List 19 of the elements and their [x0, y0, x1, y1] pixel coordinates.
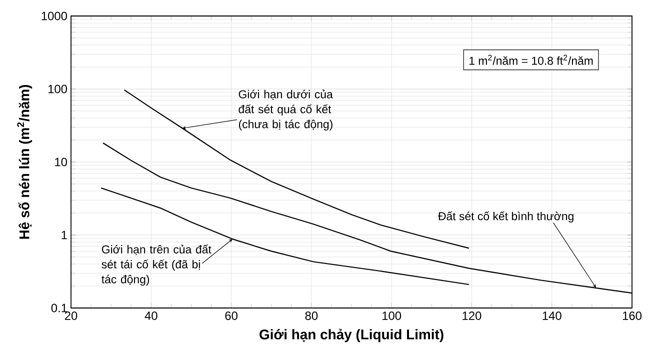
annotation: Giới hạn trên của đất sét tái cố kết (đã bị tác động) — [102, 244, 212, 286]
x-tick-label: 60 — [225, 312, 238, 320]
x-tick-label: 80 — [305, 312, 318, 320]
y-tick-label: 100 — [48, 84, 68, 94]
x-tick-label: 140 — [542, 312, 562, 320]
y-tick-label: 1 — [62, 230, 67, 240]
annotation: Giới hạn dưới của đất sét quá cố kết (chưa bị tác động) — [238, 90, 333, 130]
x-tick-label: 100 — [382, 312, 402, 320]
y-tick-label: 0.1 — [51, 304, 67, 312]
x-axis-title: Giới hạn chảy (Liquid Limit) — [260, 328, 444, 342]
x-tick-label: 20 — [64, 312, 78, 320]
annotation: Đất sét cố kết bình thường — [438, 211, 574, 222]
y-tick-label: 1000 — [42, 12, 68, 20]
x-tick-label: 160 — [622, 312, 642, 320]
x-tick-label: 120 — [462, 312, 482, 320]
y-axis-title: Hệ số nén lún (m$^{2}$/năm) — [17, 84, 32, 239]
x-tick-label: 40 — [144, 312, 158, 320]
annotation: 1 m$^{2}$/năm = 10.8 ft$^{2}$/năm — [469, 54, 593, 65]
y-tick-label: 10 — [55, 158, 68, 166]
